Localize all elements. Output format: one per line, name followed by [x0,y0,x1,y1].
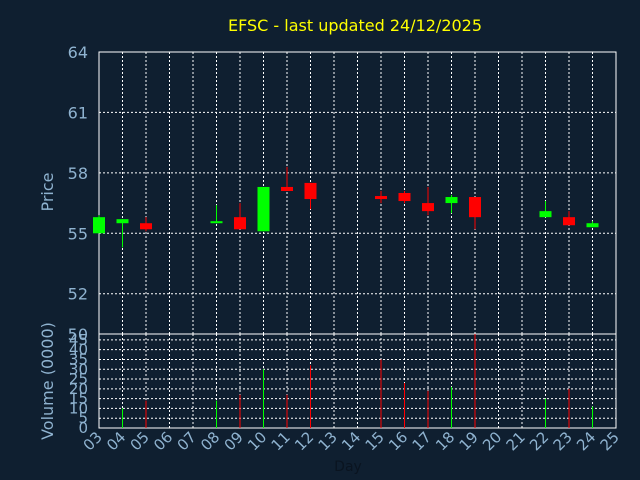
price-tick-label: 52 [68,285,88,304]
candle-body [586,223,599,228]
x-tick-label: 04 [103,428,129,454]
volume-tick-label: 45 [69,331,88,349]
volume-tick-label: 0 [78,419,88,437]
candle-body [422,203,434,212]
x-tick-label: 09 [221,428,247,454]
x-tick-label: 19 [456,428,482,454]
x-tick-label: 25 [597,428,623,454]
chart-title: EFSC - last updated 24/12/2025 [228,16,482,35]
candle-body [140,223,152,230]
candle-body [116,219,129,224]
x-axis-label: Day [334,459,362,475]
volume-tick-label: 5 [78,409,88,427]
candle-body [210,221,223,224]
x-tick-label: 22 [526,428,552,454]
volume-axis-label: Volume (0000) [38,322,57,440]
candle-body [563,217,575,226]
x-tick-label: 11 [268,428,294,454]
x-tick-label: 14 [338,428,364,454]
candle-body [304,182,317,200]
volume-tick-label: 10 [69,399,88,417]
x-tick-label: 24 [573,428,599,454]
x-tick-label: 21 [503,428,529,454]
candle-body [445,197,458,204]
price-panel: 50 52 55 58 61 64 [68,43,617,344]
price-tick-label: 55 [68,224,88,243]
x-axis: 0304050607080910111213141516171819202122… [80,428,623,454]
x-tick-label: 16 [385,428,411,454]
price-tick-label: 61 [68,103,88,122]
price-tick-label: 64 [68,43,88,62]
x-tick-label: 10 [244,428,270,454]
volume-tick-label: 40 [69,341,88,359]
volume-tick-label: 25 [69,370,88,388]
volume-tick-label: 20 [69,380,88,398]
x-tick-label: 20 [479,428,505,454]
price-axis-label: Price [38,172,57,211]
candle-body [469,197,481,218]
x-tick-label: 06 [150,428,176,454]
volume-plot-frame [98,333,617,429]
candle-body [398,193,411,202]
volume-tick-label: 30 [69,360,88,378]
candle-body [281,186,293,191]
candle-body [257,186,270,232]
volume-tick-label: 15 [69,390,88,408]
x-tick-label: 13 [315,428,341,454]
x-tick-label: 15 [362,428,388,454]
candle-body [234,217,246,230]
x-tick-label: 12 [291,428,317,454]
candle-body [539,211,552,218]
x-tick-label: 05 [127,428,153,454]
candle-body [375,196,387,200]
x-tick-label: 18 [432,428,458,454]
price-tick-label: 50 [68,325,88,344]
x-tick-label: 07 [174,428,200,454]
volume-tick-label: 35 [69,350,88,368]
candle-body [93,217,105,234]
price-tick-label: 58 [68,164,88,183]
x-tick-label: 08 [197,428,223,454]
x-tick-label: 23 [550,428,576,454]
x-tick-label: 17 [409,428,435,454]
